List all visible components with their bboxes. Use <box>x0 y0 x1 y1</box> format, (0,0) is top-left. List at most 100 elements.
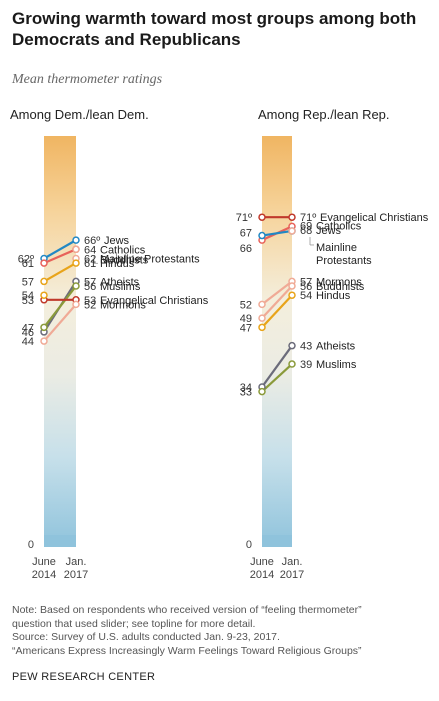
data-label: 66 <box>240 243 252 255</box>
data-label: 64 <box>84 244 96 256</box>
panel-title: Among Dem./lean Dem. <box>10 107 149 122</box>
x-tick-label: Jan. <box>66 556 87 568</box>
series-name-label: Evangelical Christians <box>100 295 209 307</box>
zero-tick-label: 0 <box>246 539 252 551</box>
series-name-label: Catholics <box>100 244 146 256</box>
gradient-base <box>262 535 292 547</box>
note-line: Note: Based on respondents who received … <box>12 604 362 616</box>
series-name-label: Buddhists <box>316 281 365 293</box>
data-label: 54 <box>300 290 312 302</box>
data-label: 61 <box>22 258 34 270</box>
zero-tick-label: 0 <box>28 539 34 551</box>
data-label: 46 <box>22 327 34 339</box>
series-name-label: Muslims <box>100 281 141 293</box>
series-name-label: Mainline <box>316 242 357 254</box>
data-label: 71º <box>300 212 316 224</box>
data-label: 49 <box>240 313 252 325</box>
data-label: 44 <box>22 336 34 348</box>
data-label: 47 <box>22 322 34 334</box>
series-line <box>43 248 77 265</box>
warmth-gradient-band <box>44 136 76 547</box>
report-title-line: “Americans Express Increasingly Warm Fee… <box>12 644 362 657</box>
data-point <box>258 387 266 396</box>
data-label: 39 <box>300 359 312 371</box>
data-label: 53 <box>22 295 34 307</box>
series-line <box>261 363 293 393</box>
x-tick-label: 2014 <box>250 569 274 581</box>
data-point <box>288 291 296 299</box>
x-tick-label: June <box>250 556 274 568</box>
x-tick-label: 2014 <box>32 569 56 581</box>
data-point <box>258 213 266 221</box>
data-point <box>72 236 80 244</box>
series-line <box>261 280 293 306</box>
data-label: 67 <box>240 228 252 240</box>
series-name-label: Atheists <box>100 276 140 288</box>
data-label: 34 <box>240 382 252 394</box>
series-line <box>43 303 77 342</box>
data-point <box>288 282 296 290</box>
data-label: 54 <box>22 290 34 302</box>
data-label: 71º <box>236 212 252 224</box>
data-point <box>40 291 48 299</box>
series-name-label: Catholics <box>316 220 362 232</box>
gradient-base <box>44 535 76 547</box>
data-point <box>72 259 80 267</box>
x-tick-label: 2017 <box>64 569 88 581</box>
data-label: 61 <box>84 258 96 270</box>
data-label: 52 <box>84 299 96 311</box>
series-name-label: Mormons <box>316 276 362 288</box>
data-label: 69 <box>300 220 312 232</box>
data-label: 62 <box>84 253 96 265</box>
data-label: 57 <box>22 276 34 288</box>
chart-title: Growing warmth toward most groups among … <box>12 9 417 49</box>
data-point <box>72 282 80 290</box>
x-tick-label: June <box>32 556 56 568</box>
data-label: 33 <box>240 387 252 399</box>
data-point <box>258 231 266 240</box>
series-line <box>43 285 77 328</box>
x-tick-label: 2017 <box>280 569 304 581</box>
series-line <box>261 229 293 237</box>
data-point <box>72 245 80 254</box>
series-line <box>43 239 77 260</box>
series-line <box>261 294 293 329</box>
data-point <box>40 337 48 345</box>
organization-name: PEW RESEARCH CENTER <box>12 671 156 683</box>
panel-title: Among Rep./lean Rep. <box>258 107 390 122</box>
data-label: 43 <box>300 341 312 353</box>
source-line: Source: Survey of U.S. adults conducted … <box>12 631 280 643</box>
data-point <box>40 259 48 267</box>
data-label: 52 <box>240 299 252 311</box>
series-name-label: Evangelical Christians <box>320 212 429 224</box>
data-point <box>40 277 48 286</box>
data-label: 62º <box>18 253 34 265</box>
series-name-label: Atheists <box>316 341 356 353</box>
series-name-label: Muslims <box>316 359 357 371</box>
series-line <box>261 345 293 388</box>
series-name-label: Protestants <box>316 255 372 267</box>
data-label: 47 <box>240 322 252 334</box>
data-point <box>288 227 296 235</box>
data-label: 57 <box>300 276 312 288</box>
warmth-gradient-band <box>262 136 292 547</box>
data-point <box>258 300 266 309</box>
notes-block: Note: Based on respondents who received … <box>12 604 432 658</box>
chart-canvas: Among Dem./lean Dem.0June2014Jan.201762º… <box>10 107 429 581</box>
data-label: 56 <box>300 281 312 293</box>
series-name-label: Mainline Protestants <box>100 253 200 265</box>
series-name-label: Jews <box>316 225 342 237</box>
series-name-label: Buddhists <box>100 254 149 266</box>
data-label: 57 <box>84 276 96 288</box>
series-name-label: Jews <box>104 235 130 247</box>
note-line: question that used slider; see topline f… <box>12 617 256 630</box>
data-point <box>288 360 296 368</box>
data-point <box>258 323 266 332</box>
data-label: 56 <box>84 281 96 293</box>
data-label: 53 <box>84 295 96 307</box>
data-point <box>288 213 296 221</box>
series-name-label: Mormons <box>100 299 146 311</box>
data-point <box>288 341 296 350</box>
chart-subtitle: Mean thermometer ratings <box>12 72 163 87</box>
data-label: 66º <box>84 235 100 247</box>
